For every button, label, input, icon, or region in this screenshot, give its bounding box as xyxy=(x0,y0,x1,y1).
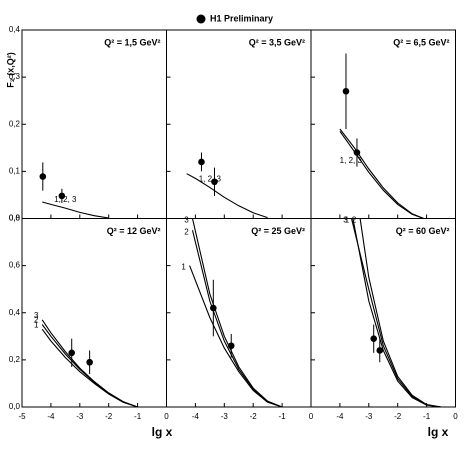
y-tick-label: 0,2 xyxy=(9,355,21,364)
panel-title: Q² = 60 GeV² xyxy=(396,226,450,236)
x-tick-label: 0 xyxy=(309,412,314,421)
curve-label: 1, 2, 3 xyxy=(199,175,222,184)
theory-curve xyxy=(191,230,283,408)
y-tick-label: 0,6 xyxy=(9,261,21,270)
data-point xyxy=(39,173,47,180)
curve-label: 1, 2, 3 xyxy=(54,195,77,204)
x-tick-label: -1 xyxy=(134,412,142,421)
legend-marker xyxy=(196,14,206,24)
curve-label: 3 xyxy=(34,311,39,320)
theory-curve xyxy=(189,265,283,408)
x-tick-label: 0 xyxy=(164,412,169,421)
theory-curve xyxy=(350,218,442,408)
x-tick-label: -2 xyxy=(250,412,258,421)
x-tick-label: -2 xyxy=(394,412,402,421)
theory-curve xyxy=(191,218,283,408)
theory-curve xyxy=(339,130,424,220)
curve-label: 1, 2, 3 xyxy=(340,156,363,165)
x-axis-label: lg x xyxy=(428,425,449,439)
y-tick-label: 0,0 xyxy=(9,402,21,411)
x-tick-label: -2 xyxy=(105,412,113,421)
data-point xyxy=(370,335,378,342)
y-tick-label: 0,4 xyxy=(9,308,21,317)
x-tick-label: -4 xyxy=(192,412,200,421)
x-tick-label: -3 xyxy=(221,412,229,421)
data-point xyxy=(342,87,350,95)
data-point xyxy=(86,358,93,366)
curve-label: 2 xyxy=(352,216,357,225)
theory-curve xyxy=(186,173,268,219)
y-tick-label: 0,4 xyxy=(9,25,21,34)
y-axis-label: F₂ (x,Q²) xyxy=(5,52,15,88)
x-tick-label: -1 xyxy=(279,412,287,421)
panel-title: Q² = 12 GeV² xyxy=(107,226,161,236)
panel-title: Q² = 1,5 GeV² xyxy=(104,37,160,47)
x-tick-label: -3 xyxy=(365,412,373,421)
y-tick-label: 0,1 xyxy=(9,166,21,175)
legend-label: H1 Preliminary xyxy=(210,13,273,23)
panel-frame xyxy=(21,218,167,408)
curve-label: 2 xyxy=(184,227,189,236)
data-point xyxy=(58,192,66,200)
theory-curve xyxy=(41,319,138,408)
panel-title: Q² = 25 GeV² xyxy=(251,226,305,236)
curve-label: 3 xyxy=(184,216,189,225)
x-tick-label: -4 xyxy=(336,412,344,421)
x-tick-label: -4 xyxy=(47,412,55,421)
x-axis-label: lg x xyxy=(152,425,173,439)
panel-frame xyxy=(166,218,312,408)
data-point xyxy=(353,149,361,156)
curve-label: 2 xyxy=(34,316,39,325)
data-point xyxy=(376,347,384,354)
curve-label: 1 xyxy=(345,216,350,225)
theory-curve xyxy=(352,218,442,408)
curve-label: 3 xyxy=(343,216,348,225)
panel-title: Q² = 3,5 GeV² xyxy=(249,37,305,47)
x-tick-label: -5 xyxy=(18,412,26,421)
data-point xyxy=(68,349,76,357)
panel-frame xyxy=(166,29,312,219)
panel-frame xyxy=(21,29,167,219)
data-point xyxy=(210,304,217,312)
x-tick-label: -3 xyxy=(76,412,84,421)
x-tick-label: 0 xyxy=(453,412,458,421)
y-tick-label: 0,8 xyxy=(9,214,21,223)
y-tick-label: 0,2 xyxy=(9,119,21,128)
theory-curve xyxy=(339,128,424,220)
y-tick-label: 0,0 xyxy=(9,214,21,223)
panel-frame xyxy=(310,218,456,408)
curve-label: 1 xyxy=(181,263,186,272)
x-tick-label: -1 xyxy=(423,412,431,421)
y-tick-label: 0,3 xyxy=(9,72,21,81)
panel-title: Q² = 6,5 GeV² xyxy=(393,37,449,47)
data-point xyxy=(227,342,235,350)
curve-label: 1 xyxy=(34,320,39,329)
data-point xyxy=(198,158,205,166)
data-point xyxy=(211,178,218,186)
theory-curve xyxy=(42,201,109,219)
